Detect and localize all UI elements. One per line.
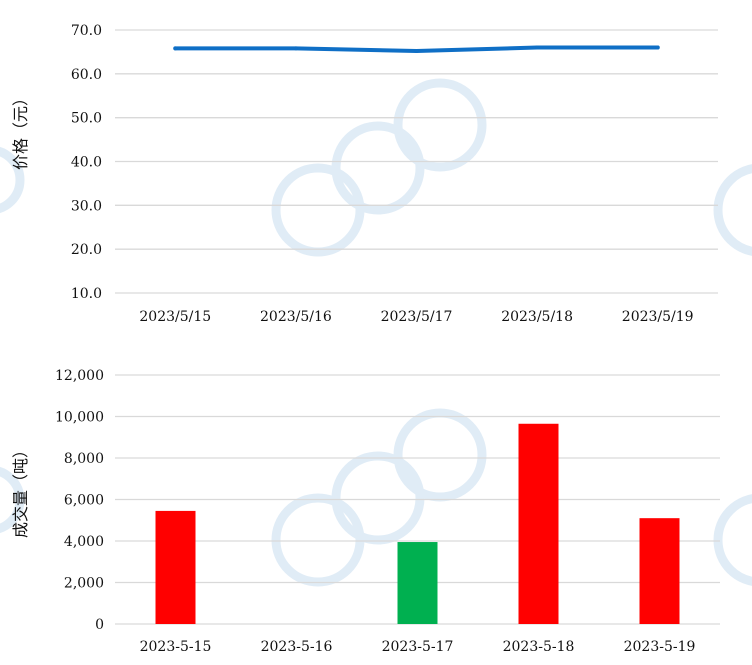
- y-tick-label: 10,000: [55, 410, 104, 426]
- watermark-logo: [0, 78, 752, 587]
- y-axis-title: 价格（元）: [11, 90, 30, 170]
- price-point: [173, 46, 178, 51]
- volume-bar: [518, 423, 559, 624]
- y-tick-label: 30.0: [71, 198, 102, 214]
- y-tick-label: 0: [95, 617, 104, 633]
- x-tick-label: 2023-5-15: [140, 639, 212, 655]
- y-tick-label: 50.0: [71, 111, 102, 127]
- x-tick-label: 2023-5-16: [261, 639, 333, 655]
- y-tick-label: 60.0: [71, 67, 102, 83]
- volume-bar: [155, 510, 196, 624]
- y-tick-label: 4,000: [64, 534, 104, 550]
- x-tick-label: 2023/5/16: [260, 309, 332, 325]
- volume-bar: [639, 518, 680, 624]
- price-point: [655, 45, 660, 50]
- price-point: [293, 46, 298, 51]
- price-line-chart: 10.0 20.0 30.0 40.0 50.0 60.0 70.0 2023/5/15 202…: [11, 23, 718, 325]
- x-tick-label: 2023/5/19: [622, 309, 694, 325]
- y-tick-label: 12,000: [55, 368, 104, 384]
- y-tick-label: 8,000: [64, 451, 104, 467]
- x-tick-label: 2023/5/15: [139, 309, 211, 325]
- y-tick-label: 20.0: [71, 242, 102, 258]
- x-tick-label: 2023-5-17: [382, 639, 454, 655]
- y-tick-label: 70.0: [71, 23, 102, 39]
- y-tick-label: 10.0: [71, 286, 102, 302]
- x-tick-label: 2023/5/18: [501, 309, 573, 325]
- x-tick-label: 2023-5-19: [624, 639, 696, 655]
- price-point: [414, 49, 419, 54]
- y-tick-label: 40.0: [71, 155, 102, 171]
- volume-bar: [397, 542, 438, 624]
- y-axis-title: 成交量（吨）: [11, 442, 30, 538]
- x-tick-label: 2023-5-18: [503, 639, 575, 655]
- volume-bar-chart: 0 2,000 4,000 6,000 8,000 10,000 12,000 2023-5-…: [11, 368, 720, 655]
- price-point: [535, 45, 540, 50]
- y-tick-label: 6,000: [64, 493, 104, 509]
- y-tick-label: 2,000: [64, 576, 104, 592]
- x-tick-label: 2023/5/17: [381, 309, 453, 325]
